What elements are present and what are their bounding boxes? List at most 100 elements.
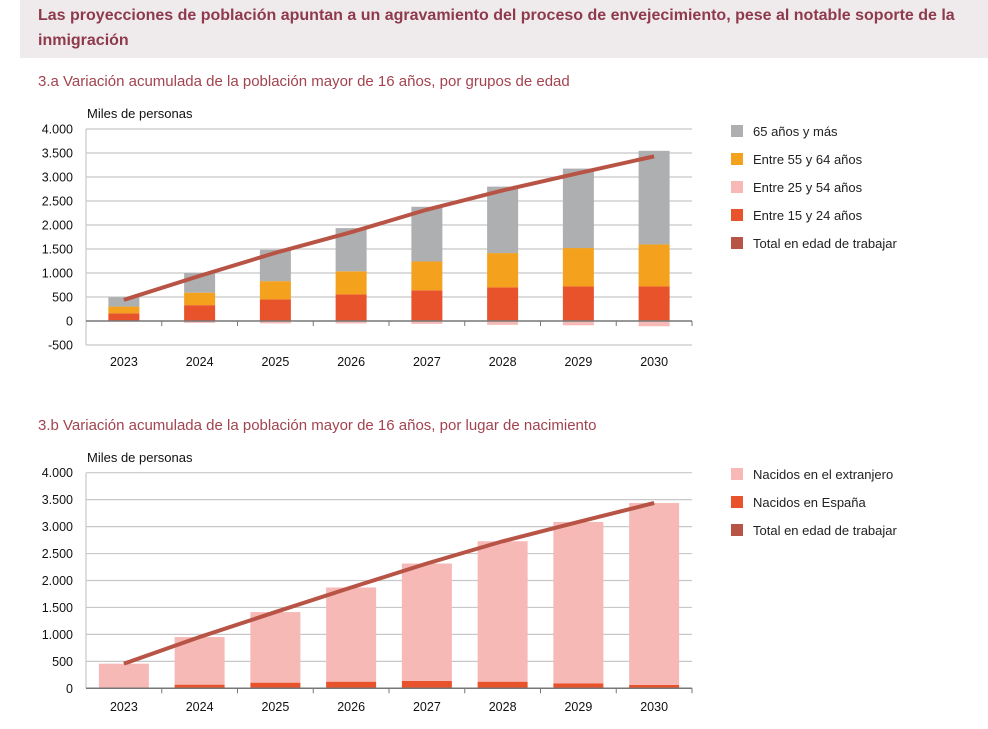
y-tick-label: 1.000 bbox=[42, 267, 73, 281]
bar-segment bbox=[184, 321, 216, 323]
legend-item: Nacidos en España bbox=[731, 488, 897, 516]
bar-segment bbox=[326, 681, 377, 689]
x-tick-label: 2026 bbox=[337, 355, 365, 369]
y-tick-label: 1.000 bbox=[42, 628, 73, 642]
y-tick-label: 4.000 bbox=[42, 123, 73, 137]
bar-segment bbox=[335, 294, 367, 321]
x-tick-label: 2025 bbox=[261, 355, 289, 369]
chart-a-legend: 65 años y más Entre 55 y 64 años Entre 25 … bbox=[731, 117, 897, 257]
bar-segment bbox=[401, 680, 452, 689]
bar-segment bbox=[335, 271, 367, 295]
bar-segment bbox=[638, 244, 670, 287]
y-tick-label: 2.000 bbox=[42, 574, 73, 588]
bar-segment bbox=[477, 541, 528, 682]
chart-b-title: 3.b Variación acumulada de la población … bbox=[38, 417, 597, 434]
chart-a-title: 3.a Variación acumulada de la población … bbox=[38, 73, 570, 90]
x-tick-label: 2024 bbox=[186, 700, 214, 714]
bar-segment bbox=[629, 502, 680, 685]
bar-segment bbox=[411, 261, 443, 291]
y-tick-label: 3.500 bbox=[42, 147, 73, 161]
y-tick-label: 500 bbox=[52, 291, 73, 305]
legend-item: Total en edad de trabajar bbox=[731, 229, 897, 257]
legend-swatch-icon bbox=[731, 125, 743, 137]
x-tick-label: 2023 bbox=[110, 700, 138, 714]
bar-segment bbox=[411, 321, 443, 324]
bar-segment bbox=[638, 286, 670, 321]
y-tick-label: 3.000 bbox=[42, 520, 73, 534]
y-tick-label: 4.000 bbox=[42, 466, 73, 480]
x-tick-label: 2023 bbox=[110, 355, 138, 369]
y-tick-label: 2.500 bbox=[42, 195, 73, 209]
legend-item: 65 años y más bbox=[731, 117, 897, 145]
bar-segment bbox=[638, 321, 670, 327]
legend-label: Nacidos en el extranjero bbox=[753, 466, 894, 482]
bar-segment bbox=[638, 150, 670, 245]
legend-label: Total en edad de trabajar bbox=[753, 522, 897, 538]
legend-item: Total en edad de trabajar bbox=[731, 516, 897, 544]
bar-segment bbox=[487, 186, 519, 254]
bar-segment bbox=[487, 287, 519, 321]
bar-segment bbox=[487, 321, 519, 325]
bar-segment bbox=[174, 684, 225, 689]
legend-swatch-icon bbox=[731, 209, 743, 221]
header-banner: Las proyecciones de población apuntan a … bbox=[20, 0, 988, 58]
chart-b-legend: Nacidos en el extranjero Nacidos en Españ… bbox=[731, 460, 897, 544]
bar-segment bbox=[411, 206, 443, 262]
bar-segment bbox=[259, 281, 291, 300]
x-tick-label: 2027 bbox=[413, 355, 441, 369]
bar-segment bbox=[250, 612, 301, 683]
x-tick-label: 2030 bbox=[640, 355, 668, 369]
legend-swatch-icon bbox=[731, 237, 743, 249]
y-tick-label: 2.000 bbox=[42, 219, 73, 233]
bar-segment bbox=[259, 299, 291, 321]
y-tick-label: 0 bbox=[66, 682, 73, 696]
chart-b-ylabel: Miles de personas bbox=[87, 450, 193, 465]
y-tick-label: 2.500 bbox=[42, 547, 73, 561]
legend-label: 65 años y más bbox=[753, 123, 838, 139]
x-tick-label: 2028 bbox=[489, 355, 517, 369]
bar-segment bbox=[562, 286, 594, 321]
x-tick-label: 2028 bbox=[489, 700, 517, 714]
bar-segment bbox=[562, 248, 594, 287]
bar-segment bbox=[562, 168, 594, 249]
x-tick-label: 2029 bbox=[564, 700, 592, 714]
y-tick-label: -500 bbox=[48, 339, 73, 353]
legend-label: Entre 25 y 54 años bbox=[753, 179, 863, 195]
x-tick-label: 2029 bbox=[564, 355, 592, 369]
bar-segment bbox=[108, 297, 140, 307]
legend-swatch-icon bbox=[731, 524, 743, 536]
bar-segment bbox=[553, 683, 604, 689]
y-tick-label: 500 bbox=[52, 655, 73, 669]
bar-segment bbox=[326, 587, 377, 682]
legend-label: Total en edad de trabajar bbox=[753, 235, 897, 251]
bar-segment bbox=[259, 321, 291, 324]
total-line bbox=[123, 154, 655, 302]
legend-label: Entre 15 y 24 años bbox=[753, 207, 863, 223]
bar-segment bbox=[184, 292, 216, 306]
legend-swatch-icon bbox=[731, 181, 743, 193]
total-line bbox=[123, 501, 655, 666]
bar-segment bbox=[553, 521, 604, 684]
bar-segment bbox=[184, 305, 216, 321]
legend-swatch-icon bbox=[731, 468, 743, 480]
chart-a-ylabel: Miles de personas bbox=[87, 106, 193, 121]
bar-segment bbox=[401, 563, 452, 681]
x-tick-label: 2026 bbox=[337, 700, 365, 714]
bar-segment bbox=[411, 290, 443, 321]
legend-label: Entre 55 y 64 años bbox=[753, 151, 863, 167]
bar-segment bbox=[108, 313, 140, 321]
x-tick-label: 2027 bbox=[413, 700, 441, 714]
legend-label: Nacidos en España bbox=[753, 494, 866, 510]
bar-segment bbox=[335, 321, 367, 324]
page-title: Las proyecciones de población apuntan a … bbox=[38, 7, 955, 49]
bar-segment bbox=[250, 682, 301, 689]
bar-segment bbox=[98, 663, 149, 689]
legend-swatch-icon bbox=[731, 153, 743, 165]
y-tick-label: 3.000 bbox=[42, 171, 73, 185]
bar-segment bbox=[108, 306, 140, 314]
legend-swatch-icon bbox=[731, 496, 743, 508]
x-tick-label: 2025 bbox=[261, 700, 289, 714]
y-tick-label: 0 bbox=[66, 315, 73, 329]
bar-segment bbox=[629, 684, 680, 689]
